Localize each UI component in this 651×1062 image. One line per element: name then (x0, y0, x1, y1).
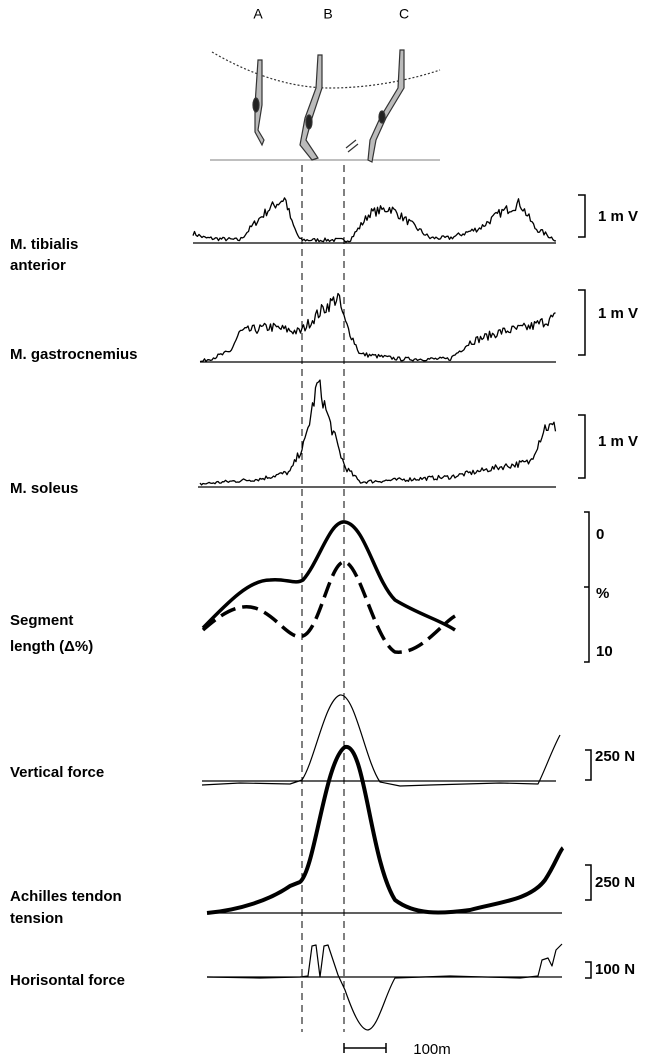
scale-label: % (596, 585, 609, 602)
scale-label: 10 (596, 643, 613, 660)
horizontal-force-trace (206, 943, 563, 1031)
trace-label: M. gastrocnemius (10, 346, 138, 363)
trace-label: M. tibialis (10, 236, 78, 253)
segment-length-solid (201, 520, 456, 632)
baselines (193, 242, 562, 978)
tibialis-trace (192, 197, 557, 243)
soleus-trace (199, 379, 557, 486)
scale-label: 1 m V (598, 305, 638, 322)
trace-label: tension (10, 910, 63, 927)
trace-label: M. soleus (10, 480, 78, 497)
scale-label: 1 m V (598, 208, 638, 225)
vertical-force-trace (201, 694, 561, 787)
trace-label: Segment (10, 612, 73, 629)
scale-label: 0 (596, 526, 604, 543)
time-scale-bar (343, 1043, 387, 1053)
phase-label: B (323, 6, 332, 22)
scale-label: 250 N (595, 748, 635, 765)
scale-label: 100 N (595, 961, 635, 978)
scale-label: 250 N (595, 874, 635, 891)
trace-label: anterior (10, 257, 66, 274)
scale-label: 1 m V (598, 433, 638, 450)
trace-label: length (Δ%) (10, 638, 93, 655)
trace-label: Achilles tendon (10, 888, 122, 905)
segment-length-dashed (201, 560, 456, 654)
phase-label: C (399, 6, 409, 22)
trace-label: Horisontal force (10, 972, 125, 989)
achilles-trace (206, 745, 565, 915)
scale-brackets (578, 194, 592, 979)
phase-label: A (253, 6, 263, 22)
gastrocnemius-trace (199, 292, 556, 363)
time-scale-label: 100m (413, 1041, 451, 1058)
stick-figures (210, 49, 441, 163)
trace-label: Vertical force (10, 764, 104, 781)
